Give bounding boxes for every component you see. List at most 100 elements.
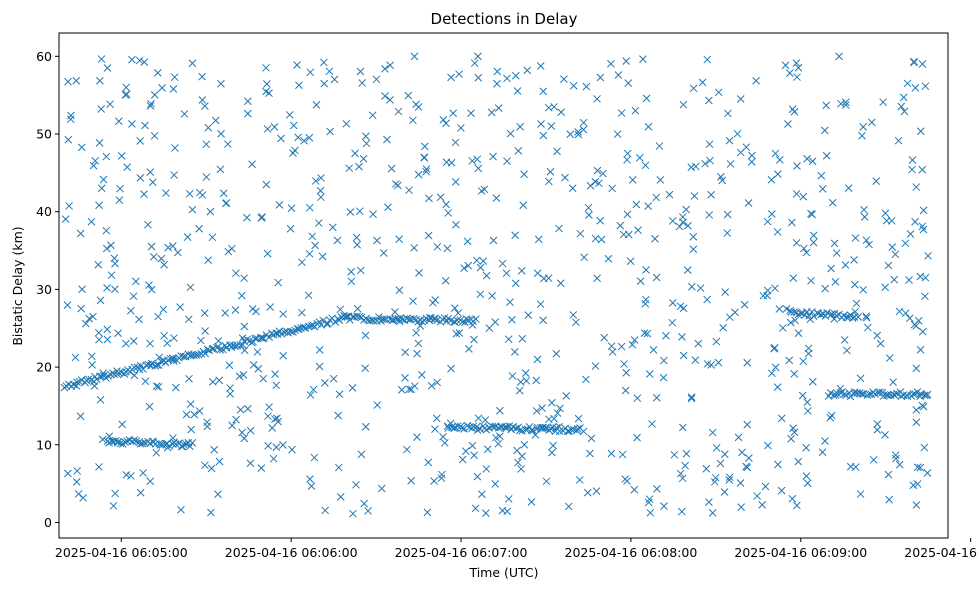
data-point [170,334,178,342]
data-point [624,79,633,87]
data-point [264,442,272,450]
data-point [414,103,423,111]
data-point [495,432,504,441]
data-point [315,345,324,354]
data-point [414,339,423,348]
data-point [196,336,205,345]
data-point [353,240,362,249]
data-point [122,83,131,92]
data-point [681,461,689,470]
data-point [170,73,179,82]
data-point [152,448,161,457]
data-point [130,436,139,444]
data-point [177,505,185,514]
data-point [694,339,703,348]
data-point [412,328,420,337]
data-point [538,404,546,412]
data-point [652,193,661,202]
data-point [826,413,835,422]
data-point [787,434,795,443]
data-point [536,300,545,309]
data-point [201,327,209,335]
data-point [720,488,729,496]
data-point [840,390,849,399]
data-point [791,316,799,325]
data-point [725,136,734,145]
data-point [662,331,670,340]
data-point [365,316,374,325]
data-point [759,291,768,300]
data-point [485,324,494,332]
data-point [358,79,367,87]
data-point [775,305,784,313]
data-point [860,213,869,221]
data-point [640,329,649,337]
data-point [171,144,179,152]
data-point [792,59,801,67]
data-point [916,127,925,136]
data-point [422,165,431,173]
data-point [232,415,240,424]
data-point [169,434,177,442]
data-point [910,57,918,66]
data-point [169,355,178,363]
data-point [432,414,441,423]
data-point [604,254,613,263]
data-point [95,76,104,85]
data-point [271,370,279,379]
data-point [386,96,394,104]
data-point [773,383,782,391]
data-point [517,266,526,275]
data-point [195,224,204,233]
data-point [634,226,642,234]
data-point [274,278,283,287]
data-point [206,207,215,216]
y-tick-label: 40 [36,204,52,219]
data-point [649,346,658,354]
data-point [799,192,808,201]
data-point [593,166,602,175]
data-point [804,344,813,353]
data-point [166,354,175,363]
data-point [401,348,410,357]
data-point [424,458,433,467]
data-point [748,151,756,160]
data-point [682,449,691,458]
data-point [912,501,921,509]
data-point [293,61,301,69]
data-point [544,426,553,434]
data-point [150,91,159,99]
data-point [474,52,482,61]
data-point [129,292,138,301]
data-point [437,474,446,483]
data-point [568,184,577,193]
data-point [117,152,126,160]
data-point [274,417,282,426]
data-points [60,52,932,518]
data-point [651,234,659,243]
data-point [503,507,512,516]
data-point [544,177,553,186]
data-point [655,142,664,150]
data-point [636,277,645,285]
data-point [182,440,190,448]
data-point [313,319,321,328]
data-point [238,428,246,437]
data-point [168,242,177,250]
data-point [788,105,797,114]
data-point [846,462,855,471]
data-point [471,504,480,513]
data-point [909,481,918,490]
data-point [353,312,361,321]
data-point [103,335,112,344]
data-point [668,217,677,225]
data-point [289,121,298,130]
data-point [424,231,433,240]
data-point [331,318,340,327]
data-point [477,187,486,195]
data-point [122,339,130,348]
data-point [450,304,459,313]
data-point [706,156,714,165]
data-point [844,184,853,192]
data-point [711,473,720,482]
